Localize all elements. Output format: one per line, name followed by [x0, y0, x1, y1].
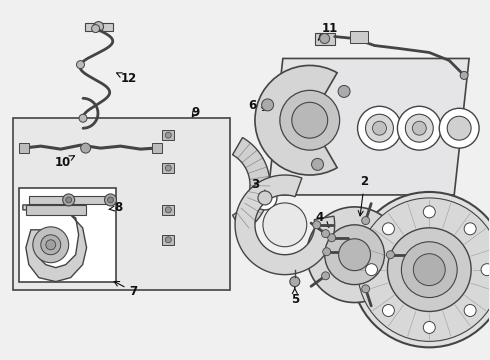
- Circle shape: [79, 114, 87, 122]
- Text: 7: 7: [114, 282, 138, 298]
- Circle shape: [388, 228, 471, 311]
- Text: 2: 2: [358, 175, 368, 216]
- Bar: [19, 143, 29, 153]
- Circle shape: [94, 22, 103, 32]
- Bar: [71, 196, 111, 204]
- Circle shape: [313, 221, 321, 229]
- Text: 12: 12: [117, 72, 137, 85]
- Circle shape: [423, 321, 435, 333]
- Circle shape: [352, 192, 490, 347]
- Circle shape: [165, 237, 172, 243]
- Circle shape: [362, 285, 369, 293]
- Circle shape: [401, 242, 457, 298]
- Circle shape: [325, 225, 385, 285]
- Bar: [152, 143, 162, 153]
- Circle shape: [92, 24, 99, 32]
- Bar: [315, 32, 335, 45]
- Circle shape: [383, 305, 394, 316]
- Text: 8: 8: [109, 201, 122, 215]
- Bar: [162, 235, 174, 245]
- Circle shape: [339, 239, 370, 271]
- Circle shape: [358, 198, 490, 341]
- Circle shape: [328, 234, 336, 242]
- Circle shape: [366, 264, 377, 276]
- Circle shape: [362, 217, 369, 225]
- Circle shape: [33, 227, 69, 263]
- Circle shape: [41, 235, 61, 255]
- Text: 9: 9: [191, 106, 199, 119]
- Circle shape: [263, 203, 307, 247]
- Bar: [162, 205, 174, 215]
- Circle shape: [387, 251, 394, 259]
- Circle shape: [104, 194, 117, 206]
- Circle shape: [107, 197, 114, 203]
- Text: 1: 1: [433, 233, 465, 253]
- Circle shape: [46, 240, 56, 250]
- Circle shape: [165, 165, 172, 171]
- Circle shape: [81, 143, 91, 153]
- Circle shape: [439, 108, 479, 148]
- Circle shape: [292, 102, 328, 138]
- Polygon shape: [268, 58, 469, 195]
- Circle shape: [383, 223, 394, 235]
- Circle shape: [253, 186, 277, 210]
- Wedge shape: [255, 66, 337, 175]
- Circle shape: [307, 207, 402, 302]
- Circle shape: [290, 276, 300, 287]
- Circle shape: [165, 207, 172, 213]
- Circle shape: [481, 264, 490, 276]
- Circle shape: [447, 116, 471, 140]
- Bar: [13, 118, 230, 289]
- Text: 6: 6: [248, 99, 268, 112]
- Circle shape: [358, 106, 401, 150]
- Bar: [29, 196, 69, 204]
- Polygon shape: [235, 175, 335, 275]
- Circle shape: [423, 206, 435, 218]
- Circle shape: [319, 33, 330, 44]
- Circle shape: [323, 248, 331, 256]
- Circle shape: [414, 254, 445, 285]
- Circle shape: [76, 60, 84, 69]
- Circle shape: [258, 191, 272, 205]
- Circle shape: [460, 71, 468, 80]
- Circle shape: [165, 132, 172, 138]
- Circle shape: [464, 305, 476, 316]
- Circle shape: [413, 121, 426, 135]
- Circle shape: [366, 114, 393, 142]
- Polygon shape: [233, 138, 270, 233]
- Text: 5: 5: [291, 288, 299, 306]
- Text: 4: 4: [316, 211, 329, 227]
- Text: 3: 3: [251, 179, 267, 195]
- Bar: [26, 205, 86, 215]
- Bar: [85, 23, 113, 31]
- Circle shape: [321, 230, 330, 238]
- Circle shape: [63, 194, 74, 206]
- Circle shape: [464, 223, 476, 235]
- Circle shape: [321, 272, 330, 280]
- Polygon shape: [23, 205, 87, 282]
- Circle shape: [338, 85, 350, 98]
- Bar: [349, 31, 368, 42]
- Circle shape: [405, 114, 433, 142]
- Text: 10: 10: [54, 156, 74, 168]
- Circle shape: [312, 158, 323, 170]
- Text: 11: 11: [318, 22, 338, 40]
- Bar: [162, 163, 174, 173]
- Circle shape: [397, 106, 441, 150]
- Circle shape: [372, 121, 387, 135]
- Bar: [162, 130, 174, 140]
- Circle shape: [66, 197, 72, 203]
- Circle shape: [262, 99, 273, 111]
- Circle shape: [280, 90, 340, 150]
- Bar: [19, 188, 116, 282]
